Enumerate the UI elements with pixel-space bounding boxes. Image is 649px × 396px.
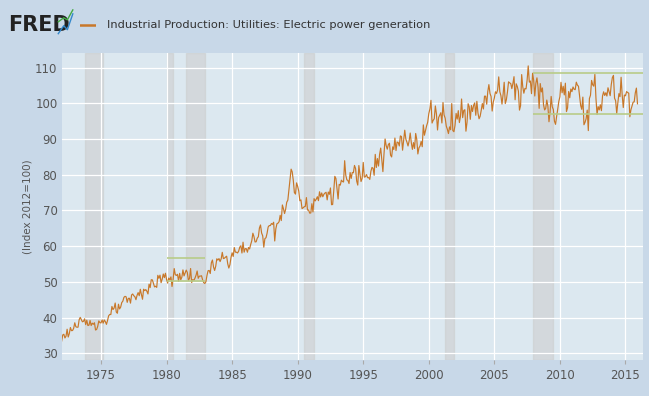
Text: FRED: FRED [8, 15, 69, 35]
Bar [84, 53, 103, 360]
Bar [167, 53, 173, 360]
Text: Industrial Production: Utilities: Electric power generation: Industrial Production: Utilities: Electr… [107, 20, 430, 30]
Bar [445, 53, 454, 360]
Bar [186, 53, 205, 360]
Bar [533, 53, 554, 360]
Bar [304, 53, 314, 360]
Y-axis label: (Index 2012=100): (Index 2012=100) [22, 160, 32, 254]
